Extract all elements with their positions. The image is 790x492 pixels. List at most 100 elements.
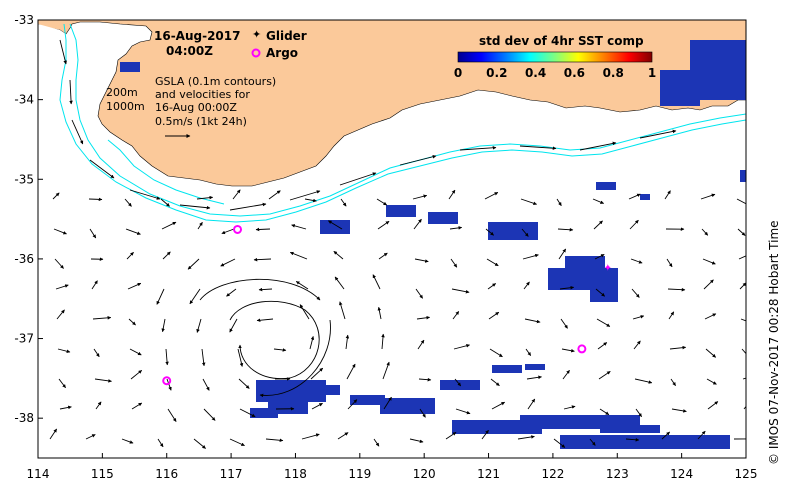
colorbar-tick-label: 1: [648, 66, 656, 80]
velocity-arrow: [268, 190, 281, 200]
velocity-arrow: [414, 258, 429, 263]
legend-glider: Glider: [266, 29, 307, 43]
current-arrow: [459, 146, 497, 151]
velocity-arrow: [633, 340, 641, 350]
velocity-arrow: [167, 408, 177, 422]
map-date: 16-Aug-2017: [154, 29, 240, 43]
colorbar-ticks: 0 0.2 0.4 0.6 0.8 1: [454, 66, 656, 80]
velocity-arrow: [561, 348, 575, 353]
velocity-arrow: [523, 281, 530, 290]
velocity-arrow: [339, 301, 346, 320]
velocity-arrow: [295, 281, 309, 290]
velocity-arrow: [450, 258, 458, 268]
y-axis: -33 -34 -35 -36 -37 -38: [14, 13, 43, 425]
velocity-arrow: [490, 378, 500, 387]
colorbar-tick-label: 0.8: [603, 66, 624, 80]
velocity-arrow: [593, 220, 603, 230]
velocity-arrow: [631, 288, 640, 298]
velocity-arrow: [291, 224, 307, 230]
velocity-arrow: [94, 378, 112, 383]
legend-argo: Argo: [266, 46, 298, 60]
x-tick-label: 118: [284, 467, 307, 481]
gsla-line4: 0.5m/s (1kt 24h): [155, 115, 247, 128]
velocity-arrow: [522, 253, 539, 260]
velocity-arrow: [95, 401, 102, 410]
velocity-arrow: [92, 316, 112, 320]
velocity-arrow: [635, 408, 642, 417]
velocity-arrow: [556, 198, 562, 207]
velocity-arrow: [521, 228, 529, 237]
velocity-arrow: [697, 430, 706, 440]
gsla-line3: 16-Aug 00:00Z: [155, 101, 237, 114]
velocity-arrow: [333, 250, 344, 260]
velocity-arrow: [197, 222, 203, 230]
contour-inner: [107, 139, 225, 205]
velocity-arrow: [49, 428, 58, 440]
velocity-arrow: [56, 309, 65, 320]
velocity-arrow: [196, 318, 202, 333]
velocity-arrow: [455, 408, 471, 415]
x-tick-label: 117: [220, 467, 243, 481]
velocity-arrow: [707, 401, 719, 410]
velocity-arrow: [418, 377, 432, 382]
velocity-arrow: [347, 399, 358, 410]
x-tick-label: 125: [735, 467, 758, 481]
current-arrow: [519, 145, 557, 150]
velocity-arrow: [598, 371, 611, 380]
velocity-arrow: [203, 408, 216, 421]
velocity-arrow: [161, 318, 166, 333]
velocity-arrow: [525, 348, 532, 356]
velocity-arrow: [124, 198, 132, 207]
velocity-arrow: [629, 219, 639, 230]
velocity-arrow: [738, 255, 746, 260]
velocity-arrow: [413, 218, 422, 230]
velocity-arrow: [485, 228, 494, 236]
velocity-arrow: [229, 318, 238, 333]
velocity-arrow: [520, 198, 537, 206]
current-arrow: [339, 172, 377, 186]
colorbar: [457, 51, 653, 63]
velocity-arrow: [595, 288, 606, 297]
velocity-arrow: [128, 318, 136, 326]
current-arrow: [399, 155, 437, 166]
sst-patches: [120, 40, 746, 449]
velocity-arrow: [193, 438, 206, 449]
velocity-arrow: [703, 279, 714, 290]
velocity-arrow: [526, 375, 542, 380]
velocity-arrow: [238, 378, 250, 389]
velocity-arrow: [258, 287, 273, 292]
velocity-arrow: [131, 402, 143, 410]
velocity-arrow: [701, 228, 709, 236]
velocity-arrow: [93, 348, 100, 358]
velocity-arrow: [559, 285, 575, 290]
velocity-arrow: [226, 288, 237, 297]
velocity-arrow: [419, 408, 426, 418]
velocity-arrow: [704, 313, 717, 320]
velocity-arrow: [340, 198, 347, 207]
credit-text: © IMOS 07-Nov-2017 00:28 Hobart Time: [767, 220, 781, 465]
velocity-arrow: [125, 228, 141, 235]
float-markers: ✦: [162, 224, 612, 386]
velocity-arrow: [630, 258, 643, 264]
velocity-arrow: [378, 252, 388, 260]
velocity-arrow: [52, 192, 60, 200]
velocity-arrow: [237, 348, 244, 367]
current-arrow: [69, 79, 73, 105]
velocity-arrow: [632, 315, 645, 320]
velocity-arrow: [58, 378, 66, 389]
colorbar-tick-label: 0.2: [486, 66, 507, 80]
gsla-line1: GSLA (0.1m contours): [155, 75, 276, 88]
velocity-arrow: [189, 288, 201, 305]
velocity-arrow: [337, 432, 349, 440]
y-tick-label: -36: [14, 252, 34, 266]
velocity-arrow: [486, 258, 499, 267]
velocity-arrow: [161, 221, 177, 230]
velocity-arrow: [265, 438, 284, 443]
x-tick-label: 119: [348, 467, 371, 481]
velocity-arrow: [702, 258, 716, 265]
contour-1000m: [59, 23, 746, 223]
velocity-arrow: [416, 315, 431, 320]
velocity-arrow: [166, 378, 172, 391]
velocity-arrow: [454, 378, 462, 387]
